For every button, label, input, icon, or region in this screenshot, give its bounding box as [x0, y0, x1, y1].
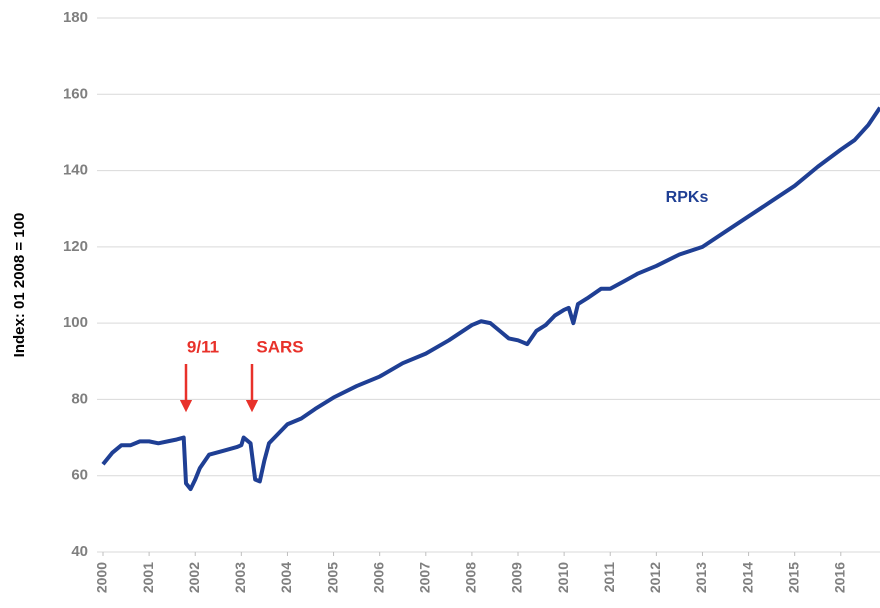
x-tick-label: 2009	[509, 562, 525, 593]
y-tick-label: 160	[63, 85, 88, 102]
x-tick-label: 2012	[647, 562, 663, 593]
y-tick-label: 60	[71, 467, 88, 484]
x-tick-label: 2006	[370, 562, 386, 593]
y-tick-label: 120	[63, 238, 88, 255]
y-tick-label: 100	[63, 314, 88, 331]
x-tick-label: 2015	[785, 562, 801, 593]
x-tick-label: 2008	[463, 562, 479, 593]
x-tick-label: 2000	[94, 562, 110, 593]
series-label: RPKs	[666, 189, 709, 206]
x-tick-label: 2013	[693, 562, 709, 593]
x-tick-label: 2016	[832, 562, 848, 593]
x-tick-label: 2011	[601, 562, 617, 593]
x-tick-label: 2003	[232, 562, 248, 593]
y-tick-label: 140	[63, 162, 88, 179]
x-tick-label: 2005	[324, 562, 340, 593]
x-tick-label: 2010	[555, 562, 571, 593]
y-tick-label: 40	[71, 543, 88, 560]
annotation: SARS	[256, 337, 303, 356]
x-tick-label: 2014	[739, 562, 755, 593]
x-tick-label: 2001	[140, 562, 156, 593]
y-axis-label: Index: 01 2008 = 100	[11, 213, 28, 358]
x-tick-label: 2002	[186, 562, 202, 593]
x-tick-label: 2007	[416, 562, 432, 593]
y-tick-label: 80	[71, 390, 88, 407]
line	[101, 106, 880, 492]
x-tick-label: 2004	[278, 562, 294, 593]
y-tick-label: 180	[63, 9, 88, 26]
annotation: 9/11	[187, 337, 219, 356]
